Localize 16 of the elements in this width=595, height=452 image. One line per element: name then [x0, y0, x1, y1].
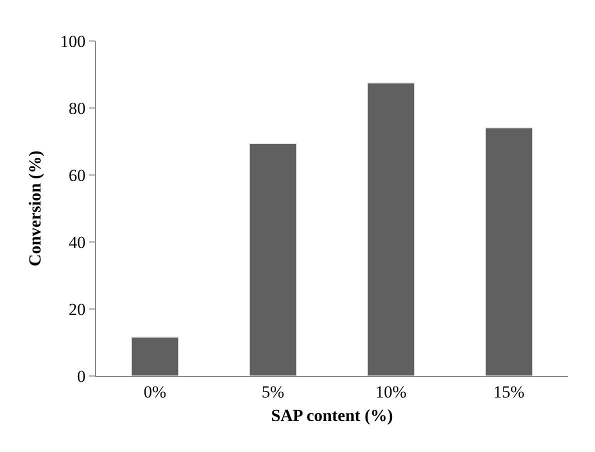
- y-tick-label: 0: [77, 366, 86, 386]
- x-tick-label: 0%: [144, 382, 166, 402]
- y-tick-label: 60: [68, 166, 86, 185]
- y-tick-label: 80: [68, 98, 86, 118]
- y-tick-label: 40: [68, 232, 86, 252]
- y-tick-label: 100: [60, 32, 86, 51]
- bar: [484, 127, 534, 376]
- x-axis-title: SAP content (%): [271, 406, 393, 425]
- y-axis-title: Conversion (%): [26, 150, 45, 266]
- bar: [366, 82, 416, 376]
- x-tick-label: 15%: [493, 382, 525, 402]
- y-tick-label: 20: [68, 300, 86, 319]
- x-tick-label: 10%: [375, 382, 407, 402]
- bar: [248, 143, 298, 376]
- x-tick-label: 5%: [262, 382, 284, 402]
- bar: [130, 336, 180, 376]
